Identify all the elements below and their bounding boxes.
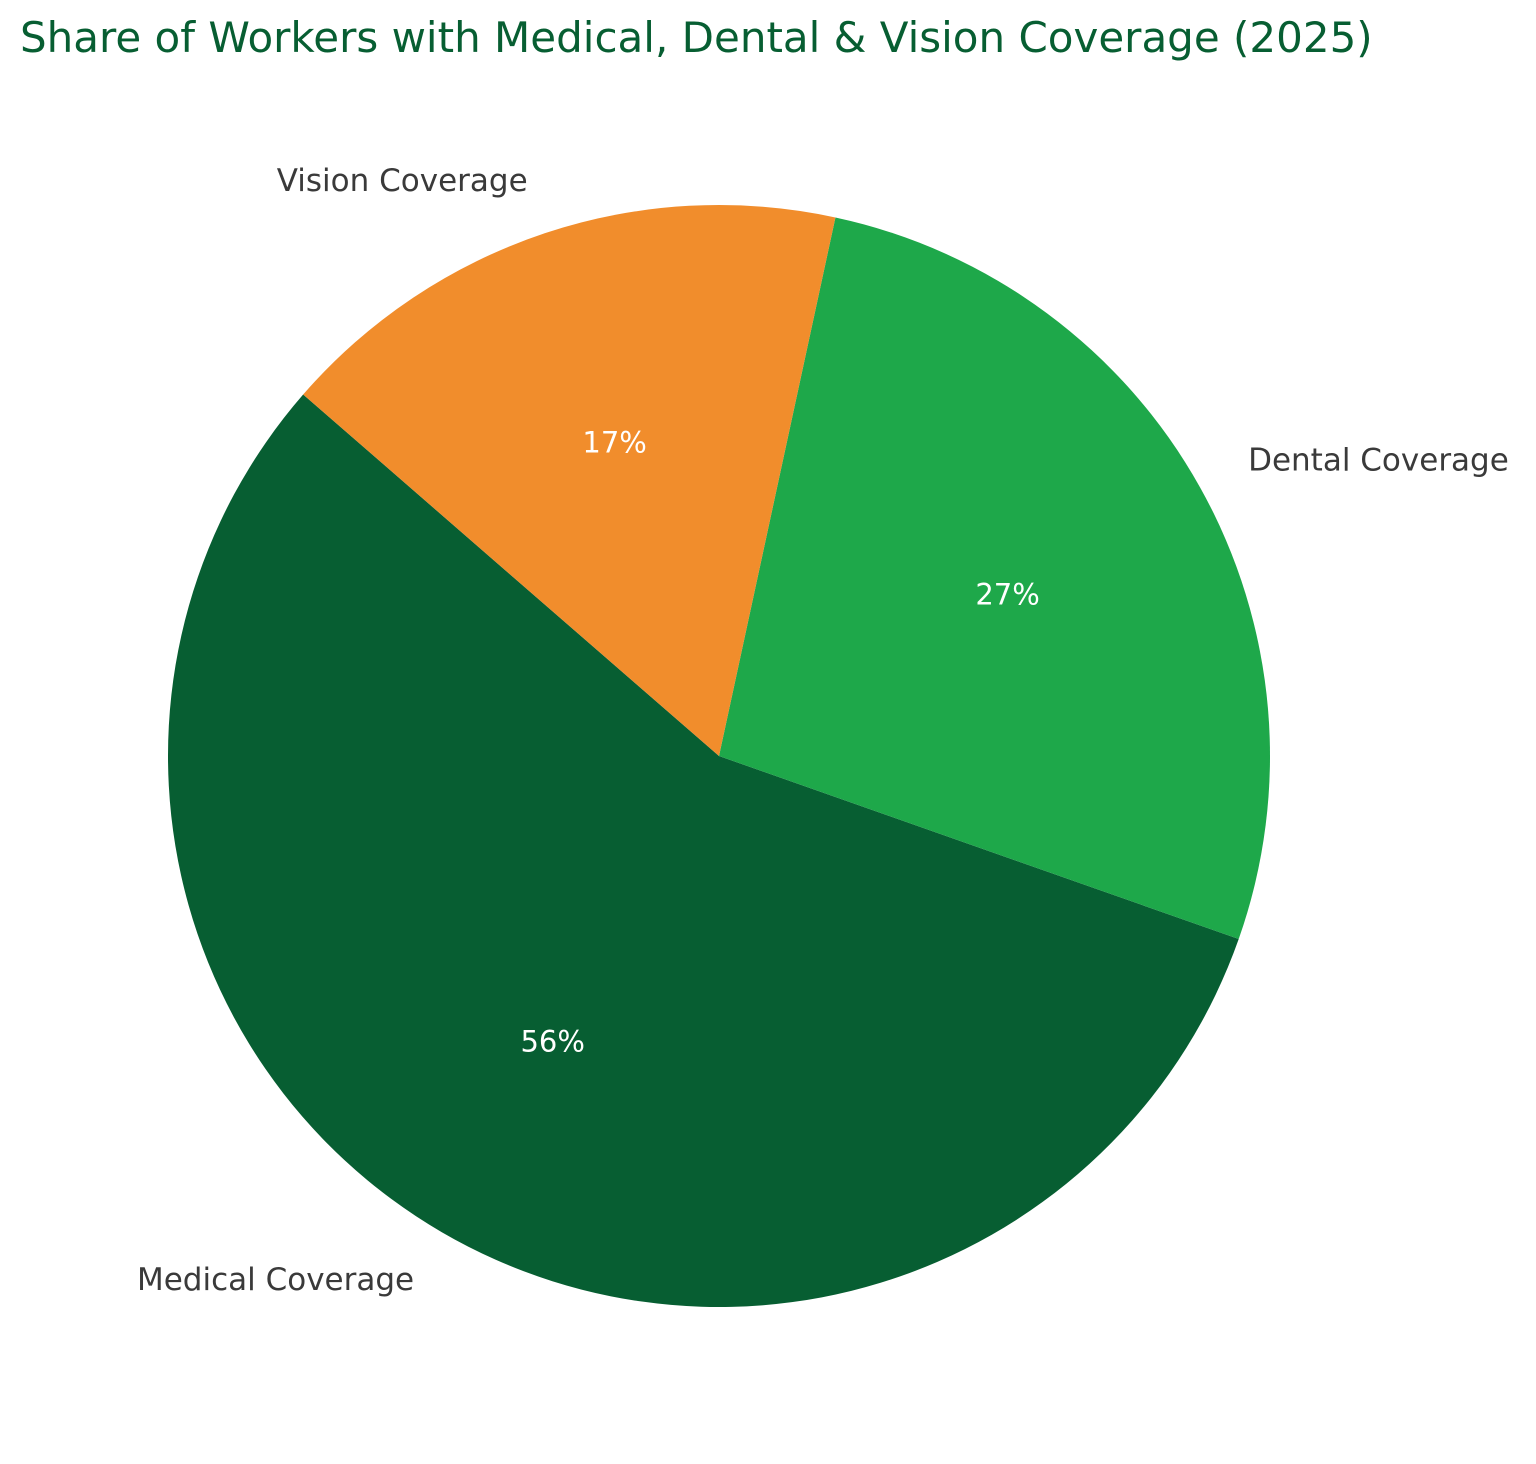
pie-slice-vision-coverage (303, 205, 836, 756)
pct-label-dental-coverage: 27% (975, 578, 1039, 612)
slice-label-medical-coverage: Medical Coverage (137, 1262, 414, 1298)
pct-label-medical-coverage: 56% (520, 1025, 584, 1059)
pie-slice-medical-coverage (168, 394, 1239, 1307)
slice-label-dental-coverage: Dental Coverage (1248, 442, 1509, 478)
pct-label-vision-coverage: 17% (582, 425, 646, 459)
slice-label-vision-coverage: Vision Coverage (277, 163, 528, 199)
chart-title: Share of Workers with Medical, Dental & … (20, 13, 1373, 62)
pie-slices (168, 205, 1270, 1307)
pie-labels: Medical Coverage 56% Dental Coverage 27% Vis… (137, 163, 1509, 1298)
pie-slice-dental-coverage (719, 217, 1270, 940)
